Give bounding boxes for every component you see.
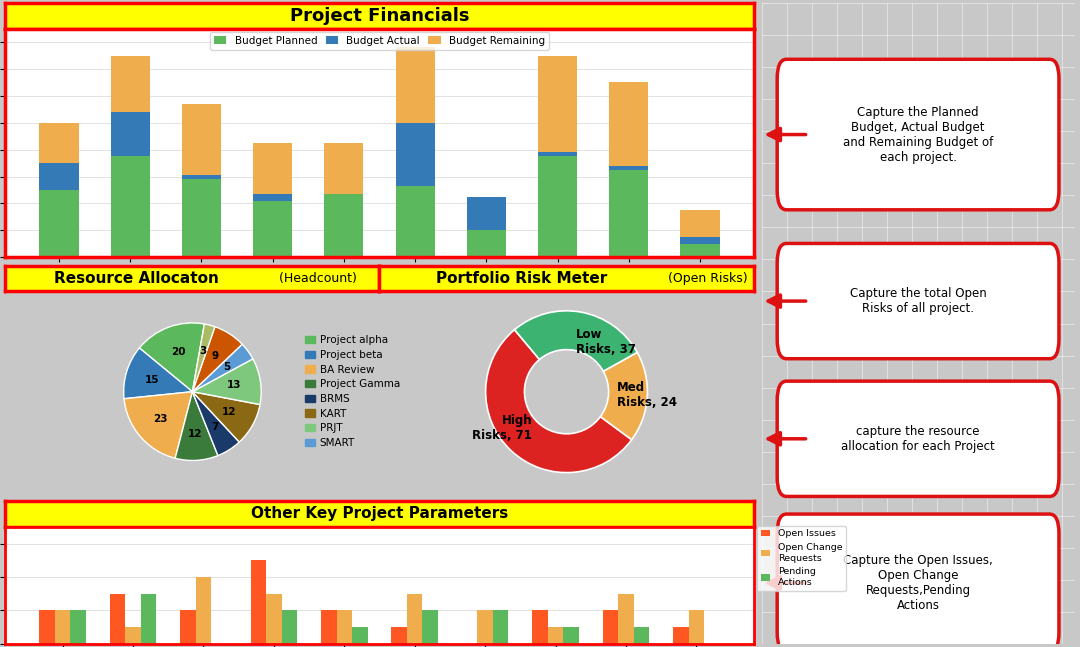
FancyBboxPatch shape	[778, 243, 1059, 358]
Bar	[55, 610, 70, 644]
Bar	[689, 610, 704, 644]
Bar	[253, 201, 293, 258]
Wedge shape	[192, 327, 242, 391]
Bar	[39, 163, 79, 190]
Text: 12: 12	[222, 407, 237, 417]
Bar	[324, 194, 364, 258]
Wedge shape	[139, 323, 204, 391]
Bar	[181, 104, 221, 175]
Bar	[609, 170, 648, 258]
Text: (Open Risks): (Open Risks)	[664, 272, 747, 285]
Bar	[477, 610, 492, 644]
Bar	[70, 610, 86, 644]
Text: 5: 5	[222, 362, 230, 372]
Bar	[181, 175, 221, 179]
Bar	[673, 627, 689, 644]
Text: 7: 7	[212, 422, 218, 432]
Bar	[492, 610, 509, 644]
Bar	[110, 594, 125, 644]
Text: Other Key Project Parameters: Other Key Project Parameters	[251, 507, 508, 521]
Text: Capture the total Open
Risks of all project.: Capture the total Open Risks of all proj…	[850, 287, 986, 315]
Bar	[548, 627, 564, 644]
Bar	[603, 610, 618, 644]
Text: 20: 20	[171, 347, 185, 357]
Text: Resource Allocaton: Resource Allocaton	[54, 270, 219, 285]
Bar	[253, 143, 293, 194]
Bar	[422, 610, 437, 644]
Bar	[680, 210, 719, 237]
Bar	[467, 230, 505, 258]
Bar	[266, 594, 282, 644]
Text: Portfolio Risk Meter: Portfolio Risk Meter	[436, 270, 607, 285]
Legend: Project alpha, Project beta, BA Review, Project Gamma, BRMS, KART, PRJT, SMART: Project alpha, Project beta, BA Review, …	[302, 333, 402, 450]
Bar	[282, 610, 297, 644]
Bar	[253, 194, 293, 201]
Text: 12: 12	[188, 429, 202, 439]
Bar	[634, 627, 649, 644]
Wedge shape	[175, 391, 218, 461]
Bar	[110, 112, 150, 157]
FancyBboxPatch shape	[778, 60, 1059, 210]
Bar	[39, 610, 55, 644]
Wedge shape	[600, 353, 647, 440]
Text: 9: 9	[212, 351, 219, 361]
Legend: Open Issues, Open Change
Requests, Pending
Actions: Open Issues, Open Change Requests, Pendi…	[757, 526, 846, 591]
Bar	[337, 610, 352, 644]
Text: High
Risks, 71: High Risks, 71	[472, 414, 532, 443]
Text: 15: 15	[145, 375, 160, 384]
Bar	[538, 157, 577, 258]
FancyBboxPatch shape	[778, 381, 1059, 496]
FancyBboxPatch shape	[778, 514, 1059, 647]
Wedge shape	[192, 391, 240, 455]
Bar	[195, 577, 212, 644]
Wedge shape	[192, 344, 253, 391]
Wedge shape	[486, 330, 632, 472]
Text: Low
Risks, 37: Low Risks, 37	[576, 329, 635, 356]
Text: 3: 3	[200, 346, 206, 356]
Wedge shape	[192, 359, 261, 404]
Wedge shape	[192, 324, 215, 391]
Bar	[395, 47, 434, 123]
Bar	[680, 237, 719, 244]
Text: (Headcount): (Headcount)	[274, 272, 356, 285]
Bar	[538, 56, 577, 152]
Text: 23: 23	[153, 414, 167, 424]
Bar	[251, 560, 266, 644]
Bar	[395, 186, 434, 258]
Bar	[532, 610, 548, 644]
Bar	[352, 627, 367, 644]
Bar	[538, 152, 577, 157]
Bar	[467, 197, 505, 230]
Bar	[609, 166, 648, 170]
Text: Capture the Open Issues,
Open Change
Requests,Pending
Actions: Capture the Open Issues, Open Change Req…	[843, 554, 993, 612]
Bar	[324, 143, 364, 194]
Bar	[680, 244, 719, 258]
Bar	[140, 594, 157, 644]
Text: Project Financials: Project Financials	[289, 7, 469, 25]
Text: Capture the Planned
Budget, Actual Budget
and Remaining Budget of
each project.: Capture the Planned Budget, Actual Budge…	[843, 105, 994, 164]
Bar	[407, 594, 422, 644]
Bar	[395, 123, 434, 186]
Bar	[609, 82, 648, 166]
Bar	[321, 610, 337, 644]
Bar	[110, 56, 150, 112]
Bar	[391, 627, 407, 644]
Text: Med
Risks, 24: Med Risks, 24	[617, 381, 676, 409]
Bar	[39, 190, 79, 258]
Bar	[181, 179, 221, 258]
Legend: Budget Planned, Budget Actual, Budget Remaining: Budget Planned, Budget Actual, Budget Re…	[210, 32, 550, 50]
Wedge shape	[124, 391, 192, 458]
Bar	[618, 594, 634, 644]
Bar	[180, 610, 195, 644]
Wedge shape	[514, 311, 637, 371]
Bar	[39, 123, 79, 163]
Text: 13: 13	[227, 380, 241, 390]
Wedge shape	[192, 391, 260, 442]
Bar	[564, 627, 579, 644]
Text: capture the resource
allocation for each Project: capture the resource allocation for each…	[841, 425, 995, 453]
Wedge shape	[124, 348, 192, 399]
Bar	[110, 157, 150, 258]
Bar	[125, 627, 140, 644]
